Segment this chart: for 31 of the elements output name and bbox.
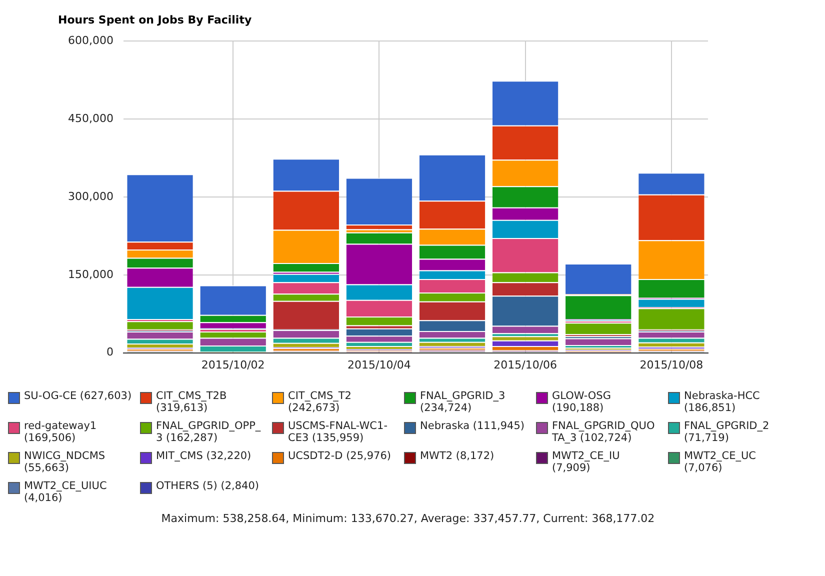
legend-label: FNAL_GPGRID_QUOTA_3 (102,724) (552, 420, 656, 444)
y-tick-label: 0 (106, 346, 114, 359)
legend-label: MWT2_CE_IU (7,909) (552, 450, 621, 474)
x-tick-label: 2015/10/02 (201, 358, 265, 372)
legend-label: OTHERS (5) (2,840) (156, 480, 259, 492)
legend-label: GLOW-OSG (190,188) (552, 390, 612, 414)
x-tick-label: 2015/10/06 (494, 358, 558, 372)
y-tick-label: 450,000 (68, 112, 114, 125)
legend-label: MWT2 (8,172) (420, 450, 494, 462)
chart-title: Hours Spent on Jobs By Facility (58, 13, 252, 26)
legend-label: NWICG_NDCMS (55,663) (24, 450, 106, 474)
legend-label: Nebraska (111,945) (420, 420, 524, 432)
x-tick-label: 2015/10/08 (640, 358, 704, 372)
x-tick-label: 2015/10/04 (348, 358, 411, 372)
y-tick-label: 600,000 (68, 34, 114, 48)
legend-label: CIT_CMS_T2 (242,673) (288, 390, 352, 414)
text: Maximum: 538,258.64, Minimum: 133,670.27, Average: 337,457.77, Current: 368,177.02 (160, 512, 656, 525)
y-tick-label: 300,000 (68, 190, 114, 203)
y-tick-label: 150,000 (68, 268, 114, 281)
legend-label: MWT2_CE_UIUC (4,016) (24, 480, 108, 504)
legend-label: FNAL_GPGRID_3 (234,724) (420, 390, 506, 414)
legend-label: UCSDT2-D (25,976) (288, 450, 392, 462)
legend-label: MWT2_CE_UC (7,076) (684, 450, 758, 474)
legend-label: red-gateway1 (169,506) (24, 420, 98, 444)
legend-label: Nebraska-HCC (186,851) (684, 390, 761, 414)
legend-label: MIT_CMS (32,220) (156, 450, 252, 462)
legend-label: FNAL_GPGRID_2 (71,719) (684, 420, 770, 444)
legend-label: SU-OG-CE (627,603) (24, 390, 132, 402)
legend-label: USCMS-FNAL-WC1-CE3 (135,959) (288, 420, 388, 444)
legend-label: FNAL_GPGRID_OPP_3 (162,287) (156, 420, 262, 444)
legend-label: CIT_CMS_T2B (319,613) (156, 390, 228, 414)
